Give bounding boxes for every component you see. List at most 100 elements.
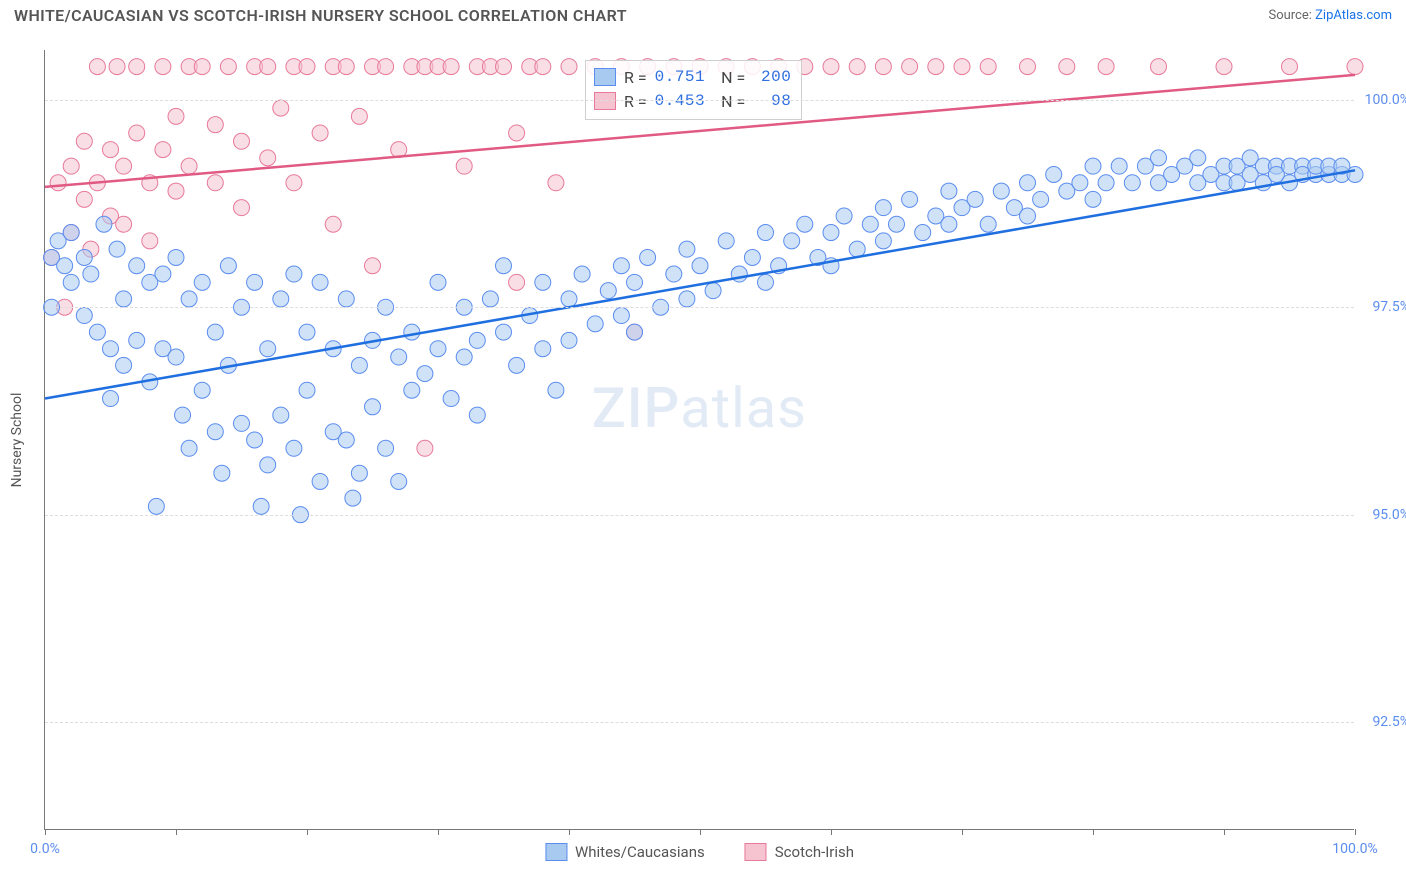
scatter-point	[299, 59, 315, 75]
scatter-point	[509, 357, 525, 373]
scatter-point	[613, 258, 629, 274]
scatter-point	[109, 59, 125, 75]
scatter-point	[365, 399, 381, 415]
scatter-point	[758, 225, 774, 241]
scatter-point	[430, 274, 446, 290]
scatter-point	[980, 59, 996, 75]
scatter-point	[1098, 175, 1114, 191]
scatter-point	[430, 341, 446, 357]
source-link[interactable]: ZipAtlas.com	[1315, 8, 1392, 23]
scatter-point	[181, 440, 197, 456]
bottom-legend-item: Scotch-Irish	[745, 843, 854, 861]
scatter-point	[312, 473, 328, 489]
bottom-legend: Whites/Caucasians Scotch-Irish	[545, 843, 854, 861]
scatter-point	[967, 191, 983, 207]
scatter-point	[902, 191, 918, 207]
x-tick	[569, 829, 570, 835]
scatter-point	[103, 391, 119, 407]
scatter-point	[351, 465, 367, 481]
scatter-point	[194, 382, 210, 398]
gridline	[45, 307, 1354, 308]
scatter-point	[902, 59, 918, 75]
scatter-point	[116, 158, 132, 174]
scatter-point	[207, 424, 223, 440]
scatter-point	[338, 291, 354, 307]
scatter-point	[247, 432, 263, 448]
scatter-point	[220, 258, 236, 274]
scatter-point	[116, 357, 132, 373]
scatter-point	[351, 357, 367, 373]
scatter-point	[116, 216, 132, 232]
scatter-point	[273, 100, 289, 116]
scatter-point	[234, 415, 250, 431]
scatter-point	[96, 216, 112, 232]
scatter-point	[443, 59, 459, 75]
scatter-point	[1020, 208, 1036, 224]
legend-r-label: R =	[624, 68, 647, 87]
scatter-point	[109, 241, 125, 257]
scatter-point	[679, 241, 695, 257]
scatter-point	[351, 108, 367, 124]
scatter-point	[692, 258, 708, 274]
scatter-point	[286, 440, 302, 456]
bottom-legend-label: Whites/Caucasians	[575, 843, 705, 861]
scatter-point	[640, 249, 656, 265]
scatter-point	[1085, 158, 1101, 174]
gridline	[45, 515, 1354, 516]
stats-legend-row: R =0.751N =200	[594, 65, 791, 89]
scatter-point	[1347, 59, 1363, 75]
scatter-point	[63, 225, 79, 241]
scatter-point	[89, 59, 105, 75]
scatter-point	[312, 125, 328, 141]
scatter-point	[627, 274, 643, 290]
scatter-point	[613, 308, 629, 324]
scatter-point	[129, 332, 145, 348]
x-tick	[45, 829, 46, 835]
scatter-point	[247, 274, 263, 290]
scatter-point	[175, 407, 191, 423]
legend-swatch	[545, 843, 567, 861]
y-axis-title: Nursery School	[9, 392, 25, 487]
scatter-point	[993, 183, 1009, 199]
x-tick	[438, 829, 439, 835]
y-tick-label: 95.0%	[1372, 507, 1406, 523]
scatter-point	[679, 291, 695, 307]
scatter-point	[391, 349, 407, 365]
scatter-point	[391, 473, 407, 489]
scatter-point	[378, 440, 394, 456]
scatter-point	[207, 117, 223, 133]
legend-n-value: 98	[753, 92, 791, 110]
scatter-point	[168, 349, 184, 365]
x-tick	[700, 829, 701, 835]
x-tick	[831, 829, 832, 835]
scatter-point	[928, 59, 944, 75]
scatter-point	[253, 498, 269, 514]
legend-swatch	[594, 68, 616, 86]
bottom-legend-label: Scotch-Irish	[775, 843, 854, 861]
scatter-point	[1020, 59, 1036, 75]
scatter-point	[155, 142, 171, 158]
scatter-point	[718, 233, 734, 249]
scatter-point	[823, 225, 839, 241]
scatter-point	[941, 183, 957, 199]
scatter-point	[260, 341, 276, 357]
x-tick-label: 0.0%	[30, 841, 60, 857]
chart-header: WHITE/CAUCASIAN VS SCOTCH-IRISH NURSERY …	[0, 0, 1406, 35]
scatter-point	[600, 283, 616, 299]
scatter-point	[63, 158, 79, 174]
scatter-point	[148, 498, 164, 514]
scatter-point	[1072, 175, 1088, 191]
scatter-point	[155, 266, 171, 282]
legend-r-value: 0.453	[655, 92, 706, 110]
scatter-point	[63, 274, 79, 290]
x-tick	[176, 829, 177, 835]
legend-r-value: 0.751	[655, 68, 706, 86]
legend-n-label: N =	[721, 68, 745, 87]
scatter-point	[666, 266, 682, 282]
scatter-point	[797, 216, 813, 232]
scatter-point	[168, 183, 184, 199]
legend-r-label: R =	[624, 92, 647, 111]
scatter-point	[482, 291, 498, 307]
scatter-point	[548, 175, 564, 191]
scatter-point	[587, 316, 603, 332]
